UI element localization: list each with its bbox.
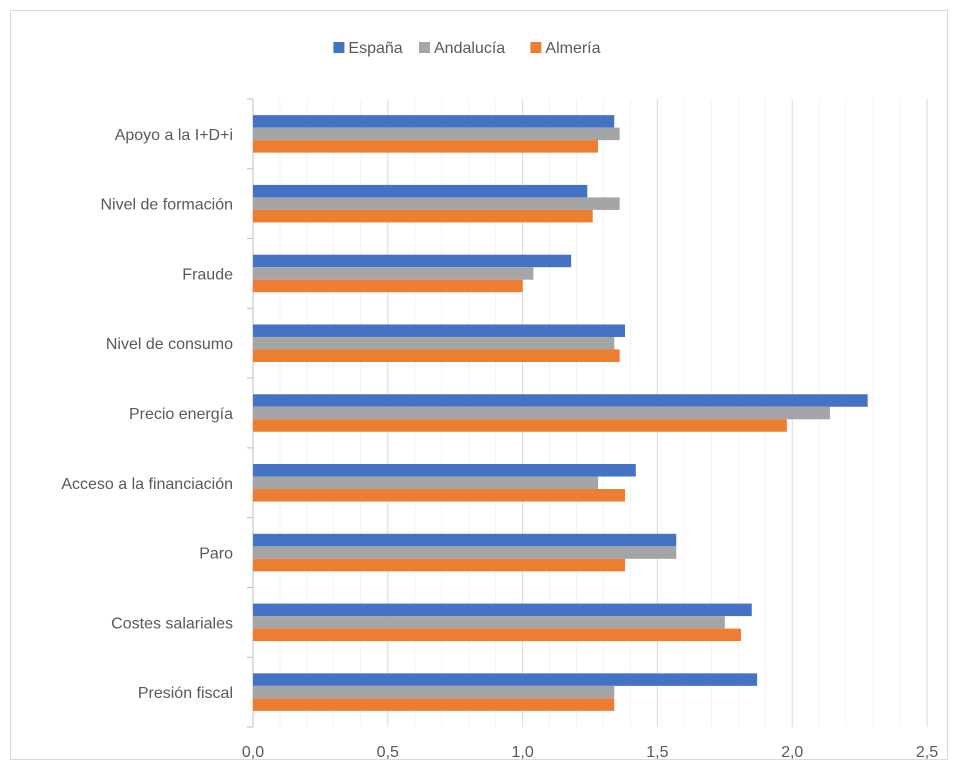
bar (253, 419, 787, 432)
bar (253, 254, 572, 268)
bar (253, 406, 830, 420)
bar (253, 115, 615, 128)
category-label: Precio energía (129, 406, 233, 423)
bar (253, 616, 725, 629)
bar (253, 698, 615, 711)
bar (253, 127, 620, 141)
legend-label: España (348, 40, 402, 57)
bar (253, 267, 534, 280)
bar (253, 197, 620, 210)
x-tick-label: 0,0 (242, 744, 264, 759)
bar (253, 349, 620, 362)
bar (253, 546, 677, 559)
legend-swatch (530, 42, 542, 53)
x-tick-label: 1,5 (646, 744, 668, 759)
x-tick-label: 1,0 (511, 744, 533, 759)
category-label: Acceso a la financiación (61, 476, 233, 493)
legend-label: Andalucía (434, 40, 505, 57)
bar (253, 140, 599, 153)
category-label: Apoyo a la I+D+i (115, 127, 233, 144)
bar (253, 279, 523, 293)
bar (253, 489, 626, 502)
bar (253, 558, 626, 572)
bar (253, 476, 599, 490)
category-label: Paro (199, 546, 233, 563)
category-label: Nivel de consumo (106, 336, 233, 353)
category-label: Presión fiscal (138, 685, 233, 702)
bar (253, 628, 741, 642)
x-tick-label: 2,5 (916, 744, 938, 759)
legend-swatch (333, 42, 345, 53)
category-label: Nivel de formación (101, 197, 234, 214)
x-tick-label: 0,5 (377, 744, 399, 759)
bar-chart: Apoyo a la I+D+i Nivel de formación Fraude… (61, 40, 938, 759)
bar (253, 464, 636, 477)
bar (253, 533, 677, 547)
bar (253, 394, 868, 407)
x-tick-label: 2,0 (781, 744, 803, 759)
bar (253, 209, 593, 223)
bar (253, 673, 758, 686)
bar (253, 685, 615, 699)
legend-label: Almería (545, 40, 600, 57)
bar (253, 603, 752, 617)
bar (253, 184, 588, 198)
chart-frame: Apoyo a la I+D+i Nivel de formación Fraude… (10, 10, 948, 760)
legend-swatch (419, 42, 430, 53)
category-label: Fraude (182, 266, 233, 283)
category-label: Costes salariales (111, 615, 233, 632)
bar (253, 336, 615, 350)
bar (253, 324, 626, 337)
